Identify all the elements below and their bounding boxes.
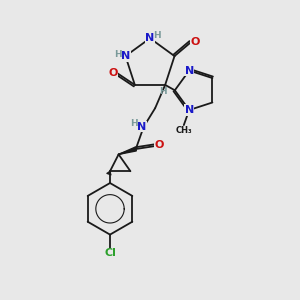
Text: N: N — [184, 105, 194, 115]
Text: H: H — [160, 87, 167, 96]
Text: N: N — [137, 122, 146, 132]
Text: O: O — [108, 68, 118, 78]
Text: Cl: Cl — [104, 248, 116, 258]
Text: N: N — [146, 33, 154, 43]
Text: O: O — [155, 140, 164, 150]
Polygon shape — [118, 147, 136, 154]
Text: H: H — [130, 119, 137, 128]
Text: N: N — [121, 51, 130, 61]
Text: O: O — [190, 37, 200, 47]
Text: H: H — [114, 50, 122, 59]
Text: H: H — [153, 31, 160, 40]
Text: N: N — [184, 65, 194, 76]
Text: CH₃: CH₃ — [176, 126, 192, 135]
